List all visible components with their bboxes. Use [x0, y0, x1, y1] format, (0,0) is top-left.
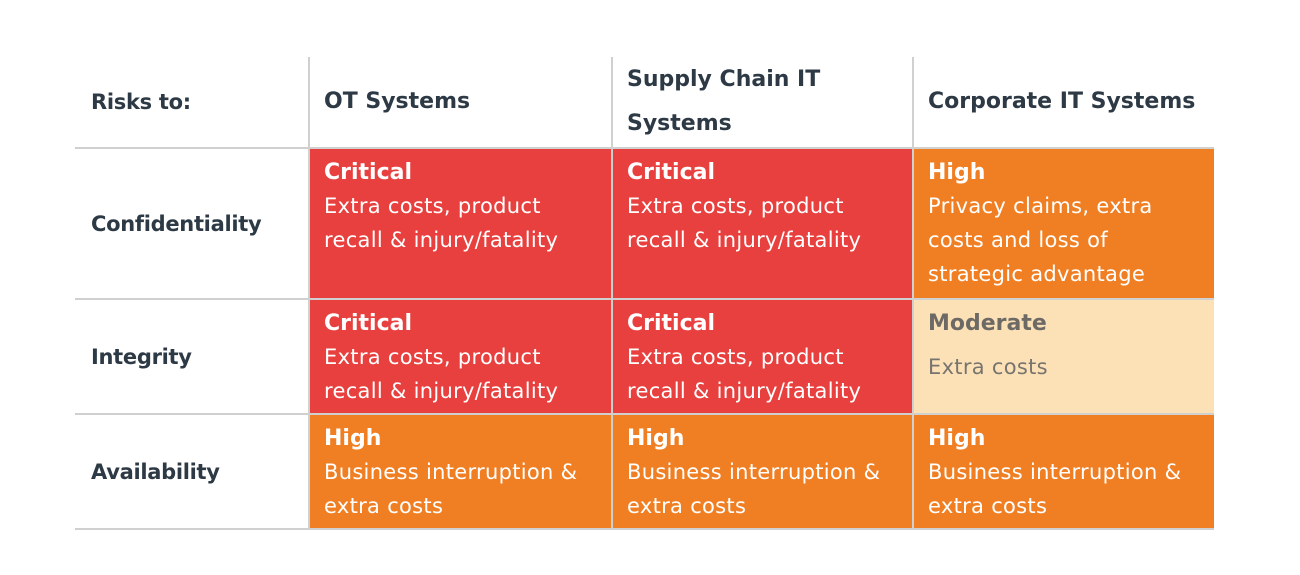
risk-cell: High Business interruption & extra costs	[914, 415, 1214, 530]
risk-cell: Critical Extra costs, product recall & i…	[613, 300, 914, 415]
risk-cell: Critical Extra costs, product recall & i…	[310, 300, 613, 415]
risk-description: Business interruption & extra costs	[627, 460, 881, 518]
risk-level: High	[627, 426, 685, 451]
risk-level: High	[928, 426, 986, 451]
risk-description: Privacy claims, extra costs and loss of …	[928, 194, 1153, 286]
risk-level: Critical	[627, 160, 716, 185]
risk-cell: High Business interruption & extra costs	[613, 415, 914, 530]
risk-level: Moderate	[928, 311, 1047, 336]
risk-level: Critical	[627, 311, 716, 336]
risk-description: Extra costs, product recall & injury/fat…	[627, 194, 862, 252]
risk-description: Business interruption & extra costs	[928, 460, 1182, 518]
risk-level: Critical	[324, 311, 413, 336]
risk-cell: Moderate Extra costs	[914, 300, 1214, 415]
risk-cell: High Privacy claims, extra costs and los…	[914, 149, 1214, 300]
risk-level: Critical	[324, 160, 413, 185]
row-label-integrity: Integrity	[75, 300, 310, 415]
risk-level: High	[324, 426, 382, 451]
row-label-availability: Availability	[75, 415, 310, 530]
risk-cell: Critical Extra costs, product recall & i…	[613, 149, 914, 300]
risk-level: High	[928, 160, 986, 185]
row-label-confidentiality: Confidentiality	[75, 149, 310, 300]
risk-description: Extra costs, product recall & injury/fat…	[324, 194, 559, 252]
column-header-supply-chain-it-systems: Supply Chain IT Systems	[613, 57, 914, 149]
risk-description: Extra costs	[928, 355, 1048, 379]
risk-description: Extra costs, product recall & injury/fat…	[324, 345, 559, 403]
column-header-corporate-it-systems: Corporate IT Systems	[914, 57, 1214, 149]
risk-cell: Critical Extra costs, product recall & i…	[310, 149, 613, 300]
column-header-ot-systems: OT Systems	[310, 57, 613, 149]
risk-matrix-table: Risks to: OT Systems Supply Chain IT Sys…	[75, 57, 1214, 530]
corner-header: Risks to:	[75, 57, 310, 149]
risk-description: Extra costs, product recall & injury/fat…	[627, 345, 862, 403]
risk-cell: High Business interruption & extra costs	[310, 415, 613, 530]
risk-description: Business interruption & extra costs	[324, 460, 578, 518]
